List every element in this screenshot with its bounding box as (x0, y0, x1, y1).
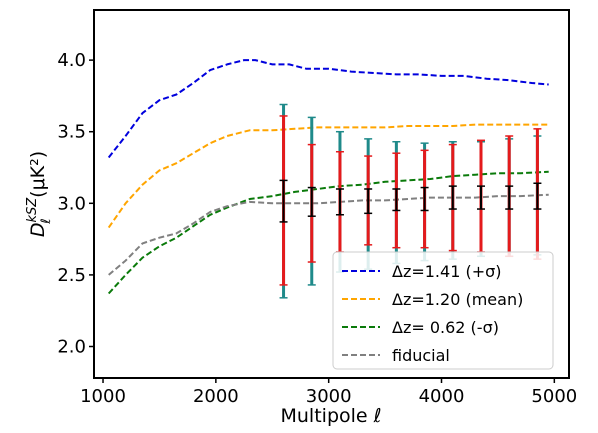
errorbar-black-6 (448, 185, 457, 210)
plot-frame (93, 9, 570, 379)
x-tick-label: 2000 (193, 386, 239, 407)
y-tick-label: 3.0 (57, 193, 86, 214)
y-axis-label-main: D (27, 223, 49, 238)
y-axis-label-unit: (μK²) (27, 151, 49, 198)
x-tick-label: 1000 (80, 386, 126, 407)
legend-label-1: Δz=1.20 (mean) (392, 290, 523, 309)
errorbar-black-8 (505, 185, 514, 210)
errorbar-black-7 (476, 185, 485, 210)
y-axis-label: DkSZ(μK²) (25, 151, 49, 237)
x-tick-label: 3000 (306, 386, 352, 407)
errorbar-black-4 (392, 188, 401, 212)
legend-label-2: Δz= 0.62 (-σ) (392, 318, 499, 337)
legend-label-3: fiducial (392, 346, 450, 365)
legend: Δz=1.41 (+σ) Δz=1.20 (mean) Δz= 0.62 (-σ) f… (332, 251, 554, 370)
errorbar-black-5 (420, 186, 429, 212)
series-line-0 (107, 59, 549, 159)
y-axis-label-sup: kSZ (25, 197, 40, 223)
errorbar-black-2 (335, 188, 344, 216)
series-line-1 (107, 123, 549, 229)
errorbar-black-9 (533, 182, 542, 210)
x-tick-label: 5000 (531, 386, 577, 407)
legend-box (332, 251, 554, 370)
y-tick-label: 2.0 (57, 336, 86, 357)
y-axis-label-sub: ℓ (39, 218, 54, 224)
y-tick-label: 2.5 (57, 265, 86, 286)
errorbar-black-1 (307, 186, 316, 217)
series-line-2 (107, 170, 549, 295)
tick-layer: 1000 2000 3000 4000 5000 2.0 2.5 3.0 3.5 4.0 (57, 50, 577, 407)
errorbar-black-3 (364, 188, 373, 215)
y-tick-label: 4.0 (57, 50, 86, 71)
errorbar-black-0 (279, 179, 288, 223)
x-axis-label: Multipole ℓ (281, 405, 382, 427)
legend-entries: Δz=1.41 (+σ) Δz=1.20 (mean) Δz= 0.62 (-σ) f… (342, 262, 523, 365)
series-layer (107, 59, 549, 295)
x-tick-label: 4000 (419, 386, 465, 407)
legend-label-0: Δz=1.41 (+σ) (392, 262, 502, 281)
series-line-3 (108, 193, 549, 276)
y-tick-label: 3.5 (57, 122, 86, 143)
